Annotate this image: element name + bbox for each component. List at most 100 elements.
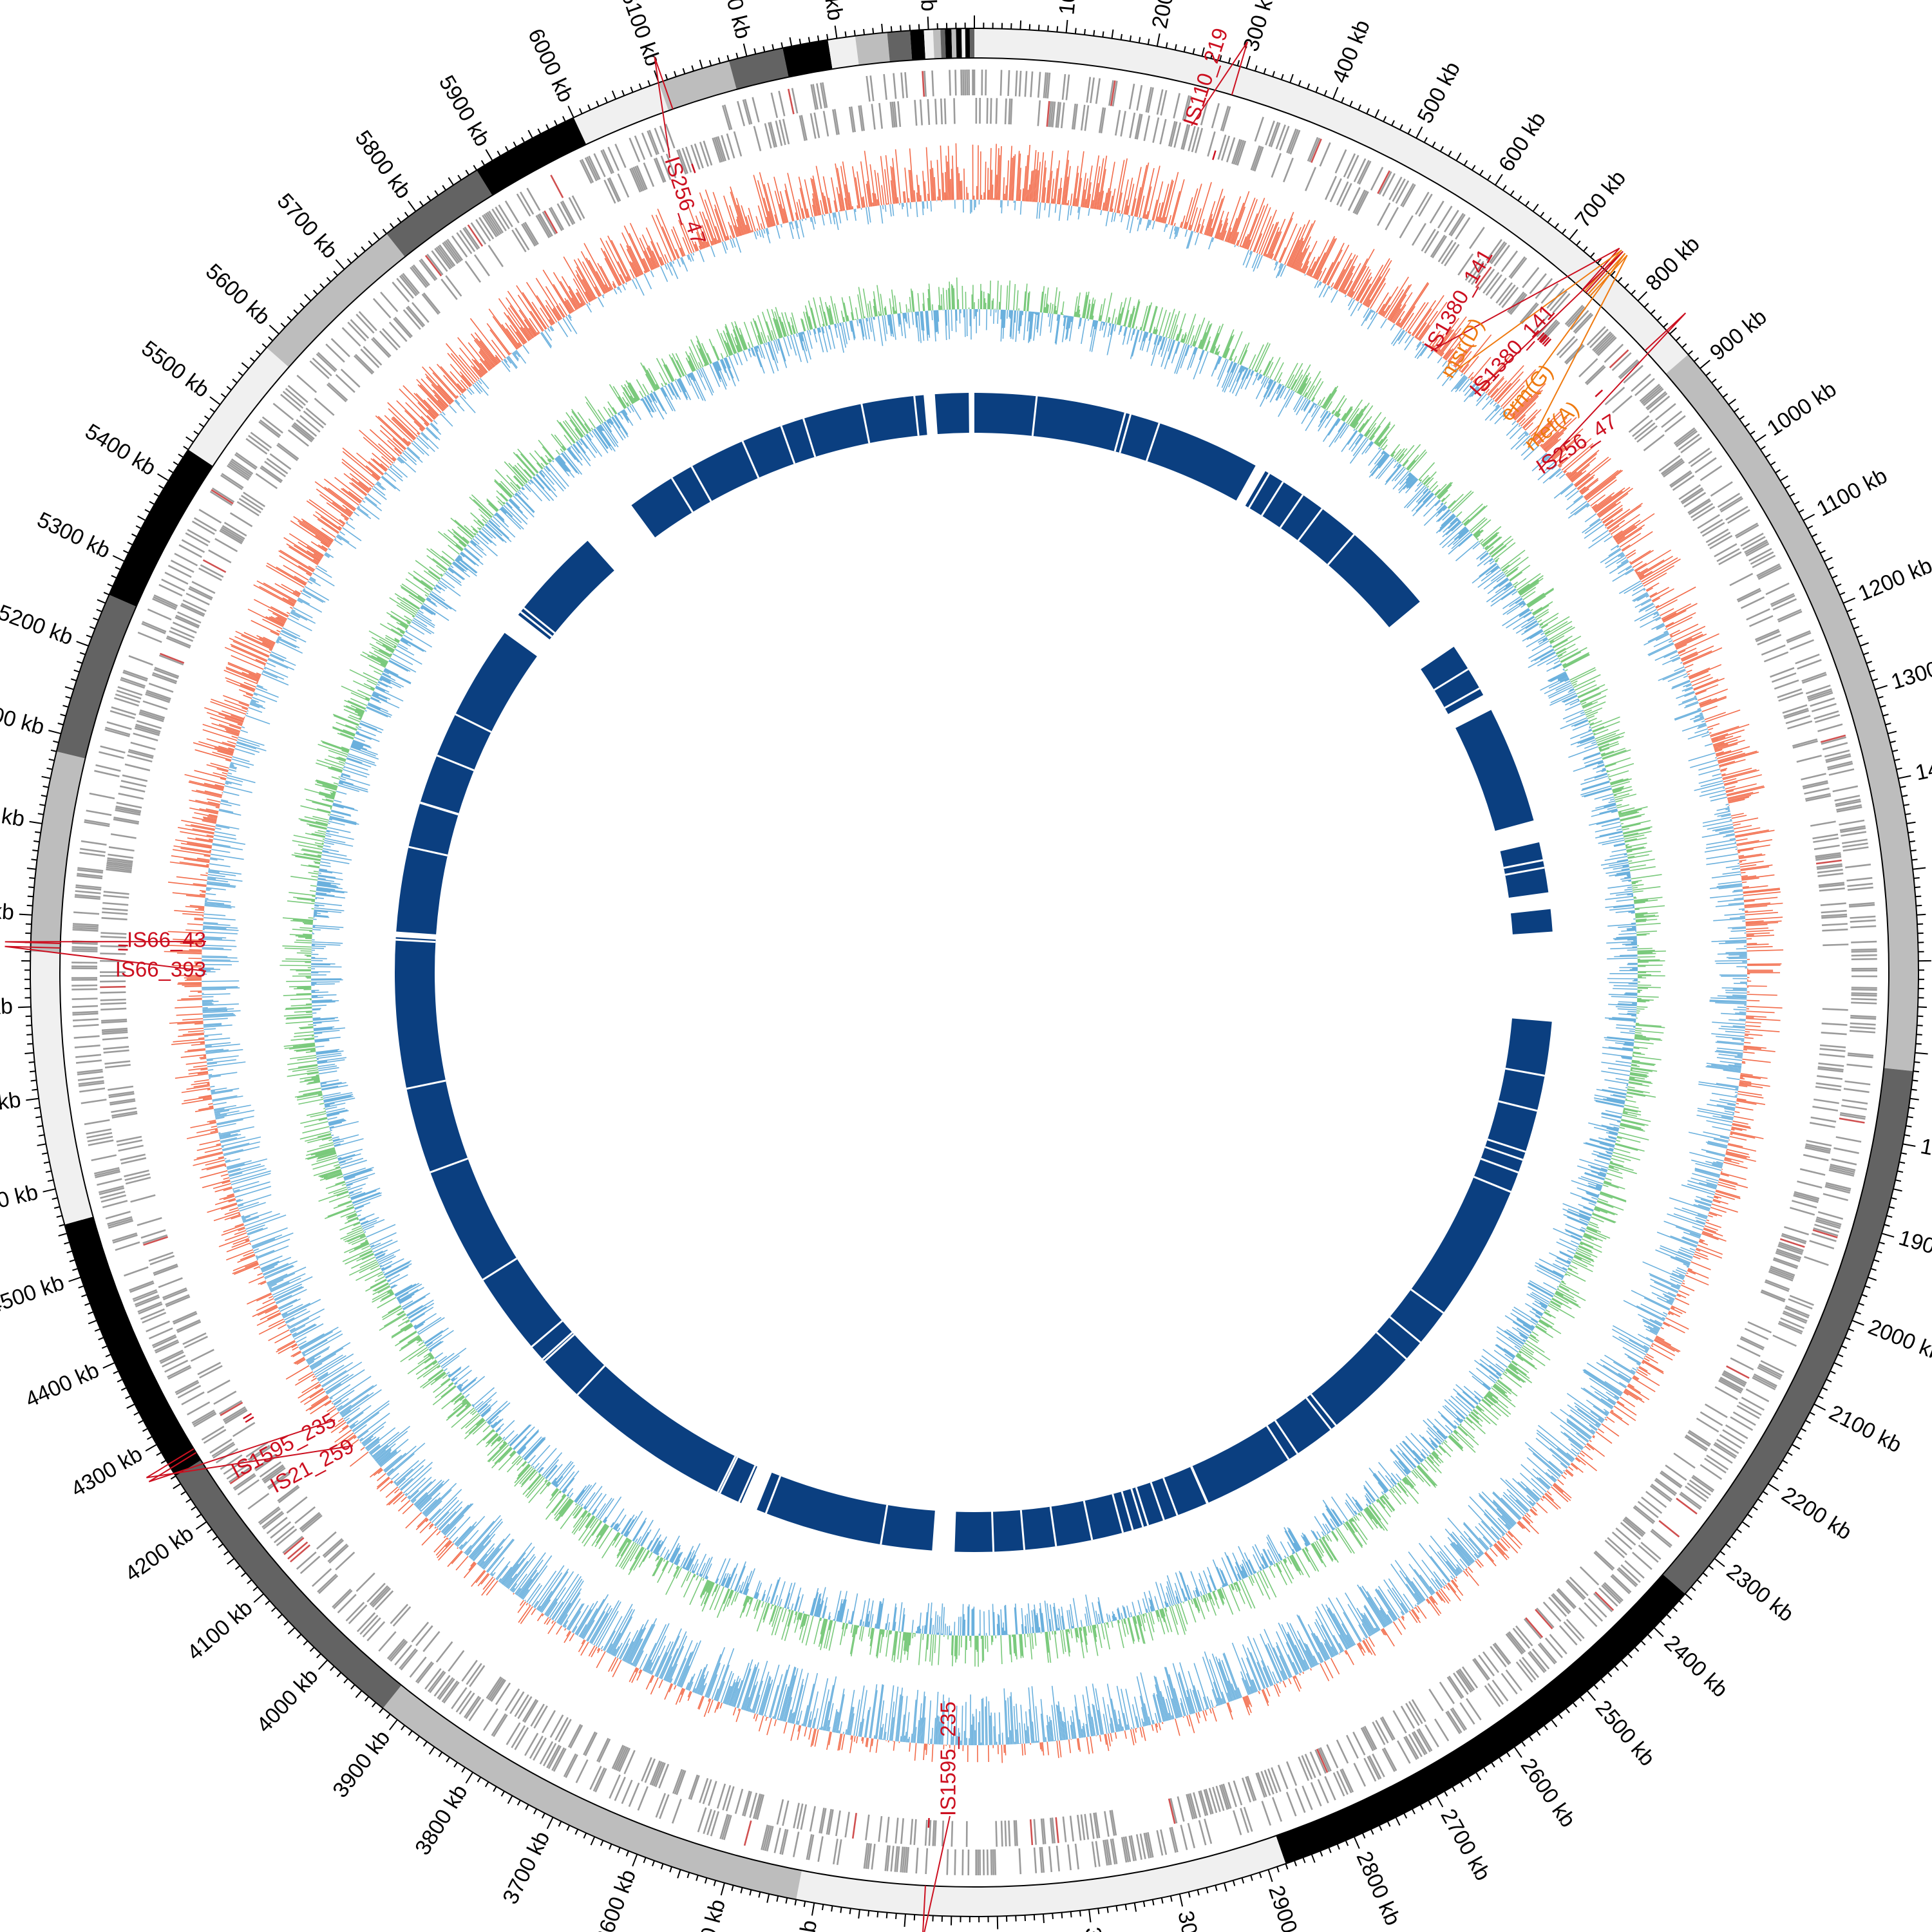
tick-label: 1300 kb: [1888, 648, 1932, 695]
tick-label: 2000 kb: [1865, 1314, 1932, 1366]
tick-label: 5600 kb: [201, 259, 275, 330]
gene-marks: [71, 69, 1878, 1876]
feature-marker: [1212, 150, 1217, 160]
feature-marker: [1595, 389, 1604, 397]
ideogram-segment: [961, 28, 966, 59]
gc-skew-track: [164, 143, 1784, 1763]
tick-label: 3700 kb: [498, 1828, 554, 1908]
tick-label: 2200 kb: [1777, 1482, 1856, 1544]
ideogram-segment: [828, 35, 859, 70]
tick-label: 4600 kb: [0, 1180, 41, 1222]
homology-block: [1510, 909, 1553, 934]
tick-label: 5300 kb: [33, 507, 114, 564]
feature-leader-line: [5, 941, 207, 945]
is-element-label: IS66_393: [115, 958, 206, 981]
homology-block: [396, 632, 537, 934]
tick-label: 6400 kb: [913, 0, 941, 12]
tick-label: 4500 kb: [0, 1270, 68, 1318]
tick-label: 6200 kb: [713, 0, 755, 41]
feature-marker: [1544, 338, 1552, 347]
tick-label: 3900 kb: [328, 1726, 395, 1803]
ideogram-segment: [910, 30, 925, 61]
ideogram-segment: [56, 594, 137, 759]
tick-label: 100 kb: [1054, 0, 1085, 16]
ideogram-segment: [956, 28, 962, 59]
tick-label: 2300 kb: [1722, 1559, 1798, 1627]
tick-label: 4800 kb: [0, 994, 14, 1021]
tick-label: 2400 kb: [1660, 1631, 1732, 1702]
ideogram-segment: [933, 28, 942, 59]
tick-label: 2100 kb: [1825, 1400, 1906, 1457]
tick-label: 5900 kb: [434, 71, 495, 151]
ideogram-segment: [855, 32, 890, 66]
ideogram-segment: [923, 29, 934, 60]
ideogram-inner-edge: [59, 57, 1889, 1888]
feature-leader-line: [1528, 254, 1628, 448]
gc-content-track: [279, 277, 1666, 1667]
feature-marker: [1540, 335, 1548, 344]
feature-leader-line: [1446, 249, 1622, 377]
ideogram-segment: [175, 1460, 402, 1709]
tick-label: 2500 kb: [1591, 1696, 1660, 1771]
ideogram-segment: [945, 28, 952, 59]
tick-marks: [17, 15, 1931, 1929]
ideogram-segment: [728, 48, 789, 90]
ideogram-segment: [109, 450, 213, 607]
tick-label: 6300 kb: [812, 0, 848, 22]
tick-label: 3100 kb: [1081, 1926, 1114, 1932]
feature-marker: [1539, 334, 1547, 343]
feature-marker: [243, 1412, 252, 1419]
ideogram-segment: [573, 82, 669, 145]
is-element-label: IS66_43: [127, 928, 206, 952]
ideogram-segment: [383, 1685, 802, 1900]
ideogram-segment: [969, 28, 974, 59]
tick-label: 4900 kb: [0, 896, 15, 925]
tick-label: 6100 kb: [616, 0, 665, 70]
tick-label: 3000 kb: [1173, 1909, 1213, 1932]
ideogram-segment: [188, 347, 289, 466]
tick-label: 1100 kb: [1813, 464, 1891, 522]
feature-leader-line: [148, 1419, 336, 1482]
ideogram-segment: [1665, 354, 1918, 1072]
tick-label: 3600 kb: [590, 1866, 641, 1932]
ideogram-segment: [64, 1217, 201, 1476]
ideogram-segment: [887, 30, 913, 62]
tick-label: 200 kb: [1148, 0, 1184, 31]
tick-label: 5800 kb: [350, 126, 416, 204]
tick-label: 6000 kb: [523, 25, 578, 106]
feature-marker: [1542, 336, 1550, 345]
homology-gaps: [395, 395, 1554, 1552]
ideogram-segment: [782, 39, 833, 77]
homology-block: [974, 393, 1256, 501]
tick-label: 5000 kb: [0, 795, 26, 832]
gc-content-above: [279, 277, 1666, 1667]
tick-label: 3500 kb: [686, 1897, 730, 1932]
gene-marks-highlight: [100, 71, 1865, 1846]
is-element-label: IS1595_235: [936, 1701, 960, 1816]
ideogram-ring: [30, 28, 1919, 1917]
tick-label: 500 kb: [1413, 58, 1465, 128]
homology-block: [954, 1018, 1552, 1553]
feature-leader-line: [1504, 252, 1626, 419]
feature-leader-line: [146, 1445, 354, 1479]
tick-label: 5500 kb: [137, 336, 214, 402]
feature-leader-line: [1474, 251, 1624, 395]
tick-label: 600 kb: [1494, 108, 1551, 176]
tick-label: 4700 kb: [0, 1088, 23, 1122]
tick-label: 5400 kb: [81, 419, 160, 480]
feature-leader-line: [1191, 41, 1248, 126]
tick-label: 5100 kb: [0, 696, 47, 739]
homology-track: [395, 393, 1554, 1553]
gc-skew-positive: [164, 143, 1784, 1763]
homology-block: [1500, 842, 1549, 898]
tick-label: 4000 kb: [252, 1664, 323, 1738]
tick-label: 2800 kb: [1351, 1848, 1405, 1929]
homology-block: [518, 540, 614, 640]
ideogram-segment: [951, 28, 957, 59]
tick-label: 4400 kb: [22, 1358, 103, 1412]
tick-label: 5700 kb: [272, 189, 343, 263]
tick-label: 4200 kb: [120, 1521, 198, 1586]
homology-block: [395, 937, 757, 1503]
ideogram-segment: [267, 233, 405, 368]
